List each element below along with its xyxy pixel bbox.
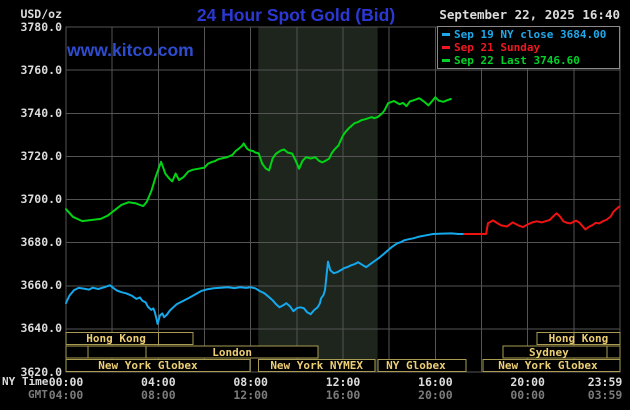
legend-item-label: Sep 22 Last 3746.60 (454, 54, 580, 67)
x-axis-label-gmt: 04:00 (48, 388, 84, 402)
session-label: Hong Kong (548, 332, 609, 345)
session-box (65, 345, 89, 359)
datetime-label: September 22, 2025 16:40 (439, 7, 620, 22)
legend-dash-icon (442, 58, 450, 62)
price-line-sep21 (463, 205, 621, 235)
legend-item-label: Sep 21 Sunday (454, 41, 541, 54)
y-axis-label: 3680.0 (20, 235, 62, 250)
x-axis-label-ny: 20:00 (510, 375, 545, 389)
legend-item-sep19: Sep 19 NY close 3684.00 (438, 28, 619, 41)
x-axis-label-gmt: 20:00 (418, 388, 453, 402)
session-box (65, 359, 251, 372)
x-axis-label-ny: 04:00 (141, 375, 176, 389)
price-line-sep22 (65, 96, 452, 223)
legend-dash-icon (442, 45, 450, 49)
x-axis-label-gmt: 16:00 (325, 388, 361, 402)
x-axis-label-ny: 08:00 (233, 375, 268, 389)
price-line-sep19 (65, 232, 466, 325)
y-axis-label: 3700.0 (20, 192, 62, 206)
y-axis-label: 3780.0 (20, 19, 62, 34)
session-label: London (212, 345, 252, 359)
legend-item-label: Sep 19 NY close 3684.00 (454, 28, 607, 41)
legend-box: Sep 19 NY close 3684.00 Sep 21 Sunday Se… (437, 26, 620, 69)
legend-item-sep21: Sep 21 Sunday (438, 41, 619, 54)
legend-dash-icon (442, 32, 450, 36)
unit-label: USD/oz (20, 7, 62, 21)
y-axis-label: 3640.0 (20, 321, 62, 336)
x-axis-label-ny: 00:00 (48, 375, 84, 389)
x-axis-label-ny: 16:00 (418, 375, 453, 389)
kitco-watermark: www.kitco.com (67, 40, 194, 60)
x-axis-label-gmt: 00:00 (510, 388, 545, 402)
session-label: Sydney (529, 345, 569, 359)
x-axis-label-ny: 12:00 (325, 375, 361, 389)
x-axis-prefix-ny: NY Time (2, 375, 49, 388)
y-axis-label: 3620.0 (20, 364, 62, 379)
session-label: Hong Kong (86, 332, 146, 345)
x-axis-prefix-gmt: GMT (28, 388, 48, 401)
x-axis-label-gmt: 08:00 (141, 388, 176, 402)
x-axis-label-ny: 23:59 (587, 375, 623, 389)
session-label: New York Globex (98, 359, 198, 372)
session-label: New York NYMEX (270, 359, 364, 372)
session-box (377, 359, 467, 372)
session-box (482, 359, 621, 372)
y-axis-label: 3740.0 (20, 105, 62, 120)
session-box (145, 345, 319, 359)
session-box (257, 359, 376, 372)
session-box (87, 345, 147, 359)
x-axis-label-gmt: 03:59 (587, 388, 623, 402)
legend-item-sep22: Sep 22 Last 3746.60 (438, 54, 619, 67)
y-axis-label: 3660.0 (20, 278, 62, 293)
session-box (536, 332, 621, 345)
x-axis-label-gmt: 12:00 (233, 388, 268, 402)
y-axis-label: 3720.0 (20, 148, 62, 163)
session-label: NY Globex (386, 359, 446, 372)
session-box (502, 345, 621, 359)
y-axis-label: 3760.0 (20, 62, 62, 77)
page-title: 24 Hour Spot Gold (Bid) (196, 5, 396, 25)
session-box (65, 332, 194, 345)
session-label: New York Globex (498, 359, 598, 372)
